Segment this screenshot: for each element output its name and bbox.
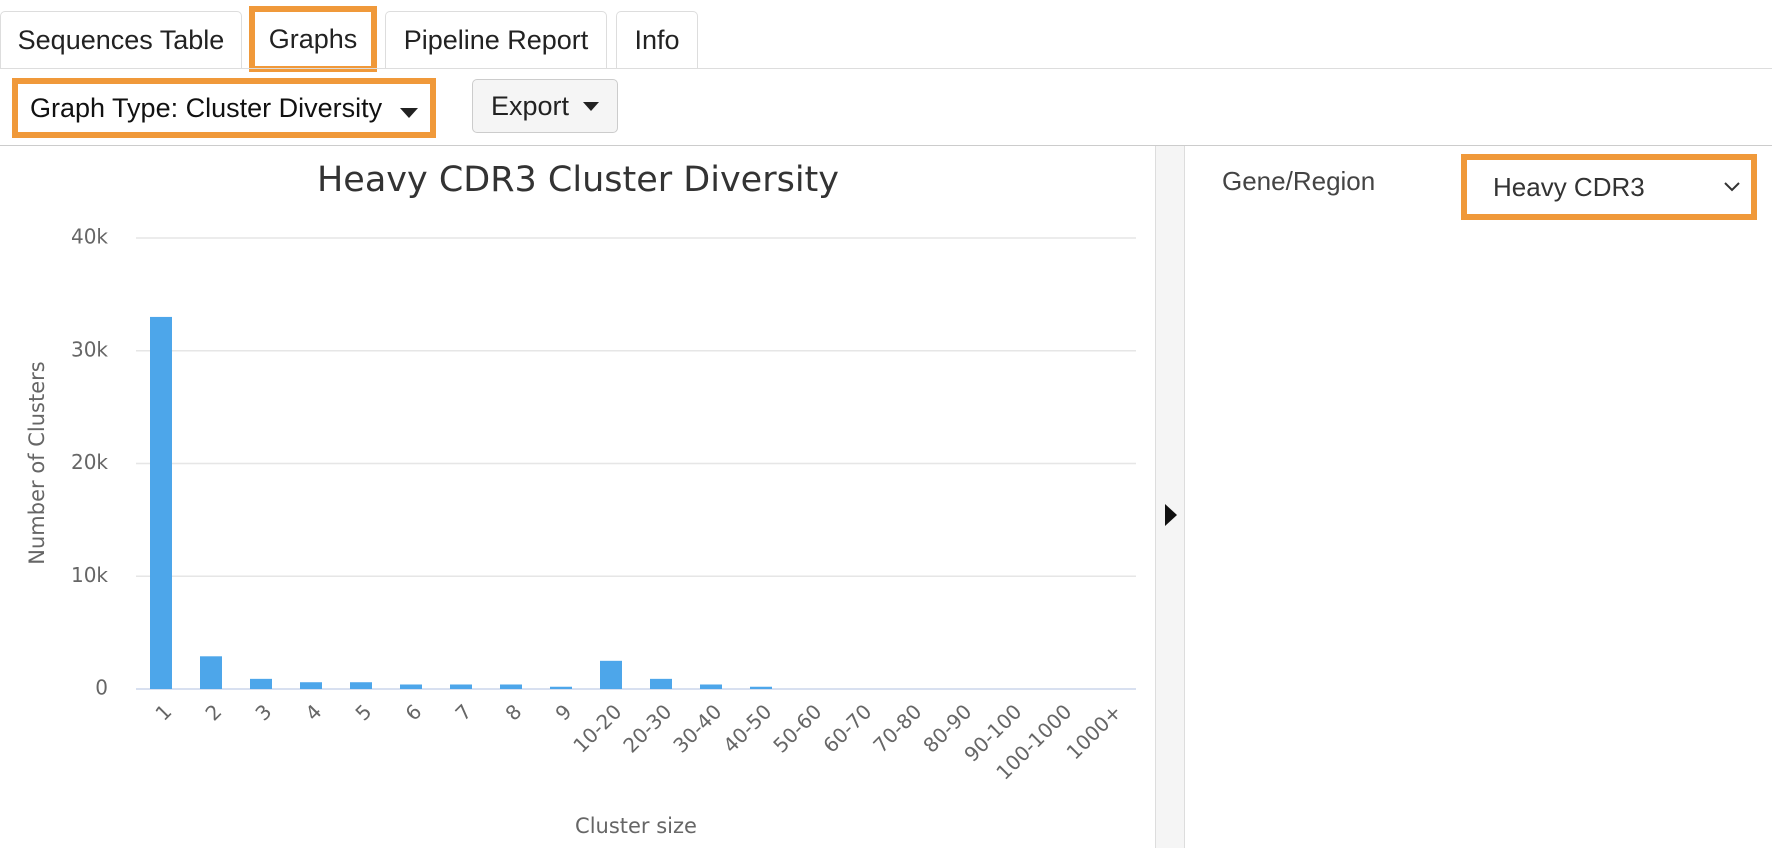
x-tick-label: 9 [550, 699, 576, 725]
x-tick-label: 20-30 [618, 699, 676, 757]
gene-region-select[interactable]: Heavy CDR3 [1461, 154, 1757, 220]
caret [583, 102, 599, 111]
bar [650, 678, 672, 689]
x-tick-label: 7 [450, 699, 476, 725]
tab[interactable]: Pipeline Report [385, 11, 607, 69]
x-tick-label: 40-50 [718, 699, 776, 757]
bar [750, 686, 772, 689]
x-tick-label: 8 [500, 699, 526, 725]
x-tick-label: 5 [350, 699, 376, 725]
bar [450, 684, 472, 689]
chart: Heavy CDR3 Cluster Diversity Number of C… [25, 160, 1136, 838]
x-tick-label: 60-70 [818, 699, 876, 757]
x-tick-label: 1 [150, 699, 176, 725]
select-text: Heavy CDR3 [1493, 171, 1645, 202]
bar [350, 682, 372, 689]
graph-type-select[interactable]: Graph Type: Cluster Diversity [12, 78, 436, 138]
y-tick-label: 20k [71, 450, 108, 474]
bar [250, 678, 272, 689]
caret [400, 108, 418, 118]
x-axis-label: Cluster size [575, 814, 697, 838]
y-tick-label: 40k [71, 225, 108, 249]
bar [300, 682, 322, 689]
splitter[interactable] [1155, 146, 1185, 848]
x-tick-label: 1000+ [1062, 699, 1127, 764]
bar [700, 684, 722, 689]
tab-active[interactable]: Graphs [249, 6, 377, 72]
y-tick-label: 10k [71, 563, 108, 587]
button-text: Export [491, 90, 570, 121]
bar [400, 684, 422, 689]
x-tick-label: 70-80 [868, 699, 926, 757]
x-tick-label: 30-40 [668, 699, 726, 757]
y-axis-label: Number of Clusters [25, 361, 49, 564]
field-label: Gene/Region [1222, 166, 1376, 196]
select-text: Graph Type: Cluster Diversity [30, 92, 383, 123]
bar [150, 316, 172, 689]
y-tick-label: 30k [71, 337, 108, 361]
tab[interactable]: Info [616, 11, 698, 69]
x-tick-label: 3 [250, 699, 276, 725]
x-tick-label: 4 [300, 699, 326, 725]
expand-arrow [1165, 504, 1177, 526]
bar [500, 684, 522, 689]
x-tick-label: 50-60 [768, 699, 826, 757]
x-tick-label: 6 [400, 699, 426, 725]
tab[interactable]: Sequences Table [0, 11, 242, 69]
divider [0, 68, 1772, 69]
export-button[interactable]: Export [472, 79, 618, 133]
bar [200, 656, 222, 689]
divider [0, 145, 1772, 146]
y-tick-label: 0 [95, 676, 108, 700]
x-tick-label: 2 [200, 699, 226, 725]
chart-title: Heavy CDR3 Cluster Diversity [317, 160, 839, 200]
chevron [1724, 182, 1740, 192]
bar [550, 686, 572, 689]
x-tick-label: 10-20 [568, 699, 626, 757]
bar [600, 660, 622, 689]
